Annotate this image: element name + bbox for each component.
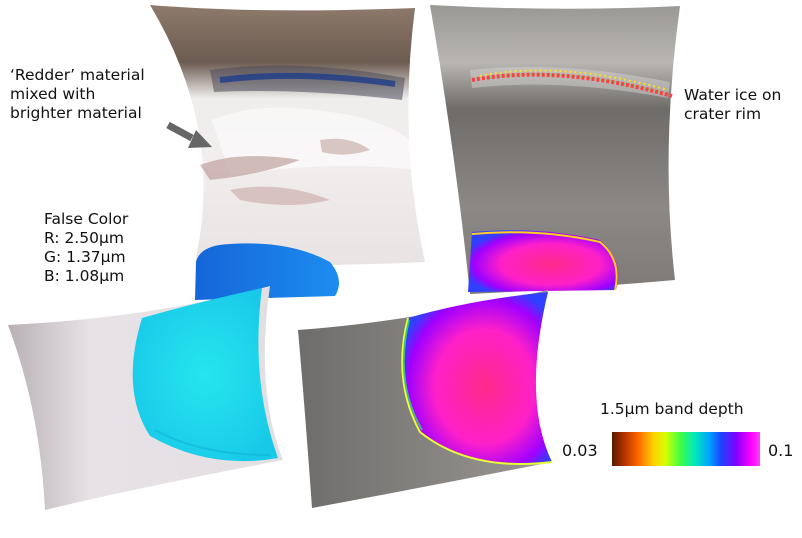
ice-region-blue	[195, 243, 339, 300]
redder-annotation-line-2: mixed with	[10, 85, 96, 103]
false-color-legend: False Color R: 2.50μm G: 1.37μm B: 1.08μ…	[44, 210, 128, 286]
redder-annotation-line-3: brighter material	[10, 104, 142, 122]
redder-annotation-line-1: ‘Redder’ material	[10, 66, 145, 84]
water-ice-annotation: Water ice on crater rim	[684, 86, 781, 124]
water-ice-line-1: Water ice on	[684, 86, 782, 104]
colorbar-title: 1.5μm band depth	[600, 400, 744, 418]
water-ice-line-2: crater rim	[684, 105, 762, 123]
false-color-green-band: G: 1.37μm	[44, 248, 126, 266]
colorbar-min-label: 0.03	[562, 441, 598, 460]
redder-material-annotation: ‘Redder’ material mixed with brighter ma…	[10, 66, 145, 123]
false-color-title: False Color	[44, 210, 129, 228]
false-color-red-band: R: 2.50μm	[44, 229, 124, 247]
band-depth-bottom-panel	[298, 290, 553, 508]
band-depth-top-panel	[430, 5, 680, 294]
annotation-arrow	[166, 121, 212, 148]
colorbar-max-label: 0.1	[768, 441, 794, 460]
false-color-blue-band: B: 1.08μm	[44, 267, 125, 285]
false-color-bottom-panel	[8, 286, 283, 510]
colorbar	[612, 432, 760, 466]
false-color-top-panel	[150, 5, 425, 265]
